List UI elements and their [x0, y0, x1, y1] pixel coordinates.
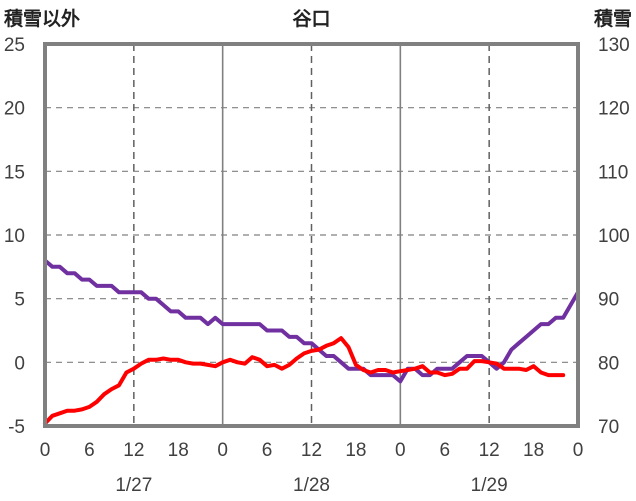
right-tick-label: 70	[598, 417, 619, 438]
left-tick-label: 5	[14, 290, 25, 311]
x-hour-label: 6	[439, 440, 450, 461]
left-tick-label: 10	[4, 226, 25, 247]
right-tick-label: 120	[598, 99, 630, 120]
left-tick-label: 25	[4, 35, 25, 56]
plot-frame	[43, 42, 580, 428]
series-layer	[43, 258, 580, 426]
right-tick-label: 90	[598, 290, 619, 311]
x-hour-label: 6	[262, 440, 273, 461]
x-hour-label: 12	[479, 440, 500, 461]
x-hour-label: 12	[123, 440, 144, 461]
x-date-label: 1/27	[115, 475, 152, 496]
x-date-label: 1/29	[471, 475, 508, 496]
x-hour-label: 0	[40, 440, 51, 461]
x-hour-label: 18	[345, 440, 366, 461]
chart-title: 谷口	[292, 8, 330, 30]
x-hour-label: 6	[84, 440, 95, 461]
x-hour-label: 18	[168, 440, 189, 461]
right-tick-label: 80	[598, 353, 619, 374]
x-date-label: 1/28	[293, 475, 330, 496]
right-axis-label: 積雪	[594, 7, 632, 30]
x-hour-label: 0	[573, 440, 584, 461]
left-axis-label: 積雪以外	[4, 7, 80, 30]
grid-layer	[45, 44, 578, 426]
x-hour-label: 0	[217, 440, 228, 461]
left-tick-label: 15	[4, 162, 25, 183]
label-layer: 谷口 積雪以外 積雪 -5051015202570809010011012013…	[4, 7, 632, 496]
x-hour-label: 0	[395, 440, 406, 461]
left-tick-label: 20	[4, 99, 25, 120]
left-tick-label: 0	[14, 353, 25, 374]
x-hour-label: 18	[523, 440, 544, 461]
x-hour-label: 12	[301, 440, 322, 461]
series-line-left	[43, 336, 566, 426]
left-tick-label: -5	[8, 417, 25, 438]
right-tick-label: 110	[598, 162, 628, 183]
right-tick-label: 130	[598, 35, 630, 56]
right-tick-label: 100	[598, 226, 630, 247]
